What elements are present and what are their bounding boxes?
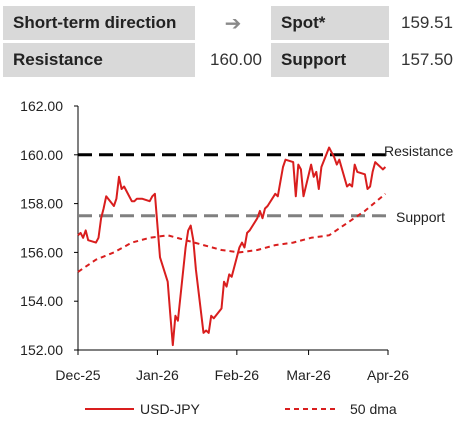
y-tick-label: 160.00	[20, 147, 63, 163]
y-tick-label: 158.00	[20, 196, 63, 212]
support-annotation: Support	[396, 209, 445, 225]
y-tick-label: 156.00	[20, 244, 63, 260]
resistance-label: Resistance	[3, 43, 195, 77]
resistance-value: 160.00	[210, 50, 262, 69]
direction-arrow-glyph: ➔	[224, 12, 242, 35]
x-tick-label: Mar-26	[286, 367, 331, 383]
x-tick-label: Feb-26	[215, 367, 260, 383]
legend-usd-jpy-label: USD-JPY	[140, 401, 201, 417]
support-label: Support	[271, 43, 389, 77]
x-tick-label: Dec-25	[55, 367, 100, 383]
spot-label: Spot*	[271, 6, 389, 40]
y-tick-label: 152.00	[20, 342, 63, 358]
x-tick-label: Apr-26	[367, 367, 409, 383]
support-value: 157.50	[401, 50, 453, 69]
usd-jpy-line	[77, 146, 387, 347]
dma-50-line	[77, 193, 387, 273]
arrow-right-icon: ➔	[196, 6, 270, 40]
legend-dma-label: 50 dma	[350, 401, 397, 417]
y-tick-label: 154.00	[20, 293, 63, 309]
x-tick-label: Jan-26	[136, 367, 179, 383]
spot-value: 159.51	[401, 13, 453, 32]
direction-label: Short-term direction	[3, 6, 195, 40]
y-tick-label: 162.00	[20, 98, 63, 114]
resistance-annotation: Resistance	[384, 143, 453, 159]
